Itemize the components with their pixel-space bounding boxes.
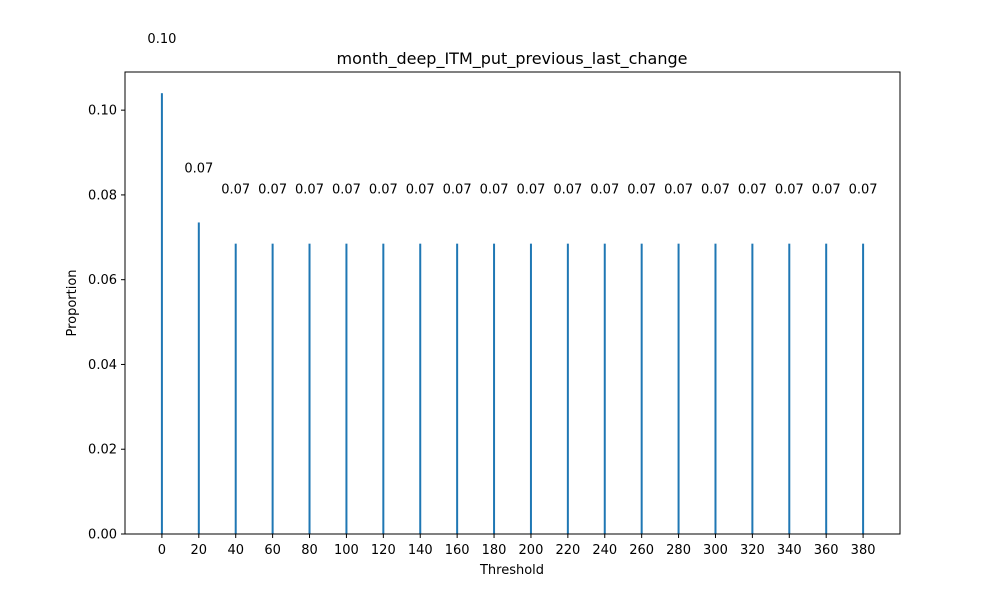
data-label-3: 0.07 <box>258 183 287 198</box>
bar-3 <box>271 243 274 534</box>
x-axis-label: Threshold <box>479 563 544 578</box>
data-label-5: 0.07 <box>332 183 361 198</box>
data-label-14: 0.07 <box>664 183 693 198</box>
plot-frame <box>124 71 901 535</box>
data-label-6: 0.07 <box>369 183 398 198</box>
x-tick-label-2: 40 <box>227 543 244 558</box>
bar-14 <box>677 243 680 534</box>
bars <box>160 93 865 534</box>
bar-18 <box>825 243 828 534</box>
bar-10 <box>529 243 532 534</box>
bar-2 <box>234 243 237 534</box>
bar-16 <box>751 243 754 534</box>
x-tick-label-16: 320 <box>740 543 765 558</box>
chart-title: month_deep_ITM_put_previous_last_change <box>337 49 688 69</box>
y-tick-label-5: 0.10 <box>88 104 117 119</box>
bar-19 <box>862 243 865 534</box>
bar-9 <box>493 243 496 534</box>
x-tick-label-9: 180 <box>482 543 507 558</box>
bar-12 <box>603 243 606 534</box>
x-tick-label-12: 240 <box>592 543 617 558</box>
x-tick-label-3: 60 <box>264 543 281 558</box>
x-axis: 0 20 40 60 80 100 120 140 160 180 200 220 240 260 280 3… <box>158 534 876 558</box>
data-label-17: 0.07 <box>775 183 804 198</box>
data-label-2: 0.07 <box>221 183 250 198</box>
bar-1 <box>197 222 200 534</box>
bar-8 <box>456 243 459 534</box>
x-tick-label-6: 120 <box>371 543 396 558</box>
x-tick-label-1: 20 <box>191 543 208 558</box>
bar-4 <box>308 243 311 534</box>
bar-6 <box>382 243 385 534</box>
y-axis: 0.00 0.02 0.04 0.06 0.08 0.10 <box>88 104 125 543</box>
x-tick-label-13: 260 <box>629 543 654 558</box>
data-label-15: 0.07 <box>701 183 730 198</box>
x-tick-label-18: 360 <box>814 543 839 558</box>
x-tick-label-19: 380 <box>851 543 876 558</box>
bar-17 <box>788 243 791 534</box>
bar-0 <box>160 93 163 534</box>
data-label-4: 0.07 <box>295 183 324 198</box>
x-tick-label-17: 340 <box>777 543 802 558</box>
x-tick-label-7: 140 <box>408 543 433 558</box>
data-label-16: 0.07 <box>738 183 767 198</box>
data-label-18: 0.07 <box>812 183 841 198</box>
x-tick-label-0: 0 <box>158 543 166 558</box>
data-label-11: 0.07 <box>553 183 582 198</box>
y-tick-label-1: 0.02 <box>88 443 117 458</box>
x-tick-label-8: 160 <box>445 543 470 558</box>
data-labels: 0.10 0.07 0.07 0.07 0.07 0.07 0.07 0.07 0.07 0.07… <box>147 32 877 197</box>
x-tick-label-11: 220 <box>555 543 580 558</box>
y-tick-label-2: 0.04 <box>88 358 117 373</box>
y-tick-label-3: 0.06 <box>88 273 117 288</box>
data-label-8: 0.07 <box>443 183 472 198</box>
data-label-1: 0.07 <box>184 161 213 176</box>
data-label-10: 0.07 <box>516 183 545 198</box>
x-tick-label-5: 100 <box>334 543 359 558</box>
plot-area: 0.10 0.07 0.07 0.07 0.07 0.07 0.07 0.07 0.07 0.07… <box>124 32 901 535</box>
x-tick-label-14: 280 <box>666 543 691 558</box>
data-label-9: 0.07 <box>480 183 509 198</box>
data-label-12: 0.07 <box>590 183 619 198</box>
y-axis-label: Proportion <box>65 269 80 336</box>
x-tick-label-10: 200 <box>519 543 544 558</box>
bar-7 <box>419 243 422 534</box>
x-tick-label-4: 80 <box>301 543 318 558</box>
bar-5 <box>345 243 348 534</box>
bar-13 <box>640 243 643 534</box>
x-tick-label-15: 300 <box>703 543 728 558</box>
data-label-0: 0.10 <box>147 32 176 47</box>
bar-15 <box>714 243 717 534</box>
data-label-7: 0.07 <box>406 183 435 198</box>
y-tick-label-4: 0.08 <box>88 188 117 203</box>
data-label-13: 0.07 <box>627 183 656 198</box>
y-tick-label-0: 0.00 <box>88 528 117 543</box>
data-label-19: 0.07 <box>849 183 878 198</box>
bar-11 <box>566 243 569 534</box>
